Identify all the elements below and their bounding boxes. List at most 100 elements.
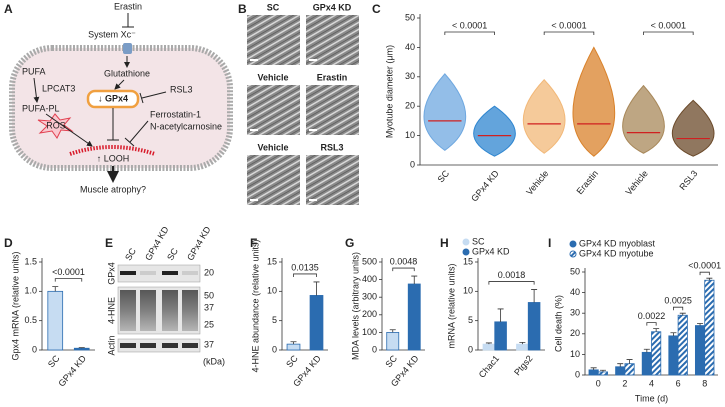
y-axis-label: mRNA (relative units) — [446, 263, 456, 348]
x-tick-label: RSL3 — [677, 168, 699, 192]
y-axis-label: MDA levels (arbitrary units) — [350, 252, 360, 360]
legend-label: SC — [472, 236, 485, 246]
y-tick-label: 0 — [468, 344, 473, 354]
ros-burst — [37, 113, 74, 139]
p-value: <0.0001 — [52, 267, 85, 277]
violin — [622, 84, 665, 154]
unit-label: (kDa) — [203, 356, 225, 366]
error-bar — [599, 369, 606, 372]
p-value: <0.0001 — [688, 261, 721, 271]
violin — [473, 105, 516, 157]
band — [120, 271, 136, 275]
bar — [286, 343, 301, 351]
bar — [597, 371, 609, 376]
marker-label: 20 — [204, 267, 214, 277]
p-value: < 0.0001 — [452, 20, 487, 30]
bar — [641, 351, 652, 376]
panel-letter: C — [372, 2, 381, 16]
sig-bracket — [673, 306, 684, 311]
y-tick-label: 100 — [362, 327, 377, 337]
sig-bracket — [54, 278, 83, 282]
micrograph — [247, 85, 300, 135]
p-value: 0.0022 — [638, 311, 666, 321]
x-tick-label: 0 — [596, 378, 601, 388]
y-tick-label: 50 — [570, 266, 580, 276]
blot-row — [117, 264, 201, 283]
x-tick-label: Ptgs2 — [512, 353, 534, 377]
image-caption: GPx4 KD — [313, 2, 352, 12]
bar — [527, 302, 541, 351]
panel-letter: E — [105, 236, 113, 250]
marker-label: 37 — [204, 339, 214, 349]
band — [140, 343, 156, 348]
y-axis-label: Cell death (%) — [553, 295, 563, 352]
bar — [47, 290, 64, 351]
error-bar — [411, 275, 418, 284]
bar — [73, 347, 90, 351]
violin — [572, 46, 616, 157]
y-tick-label: 20 — [570, 328, 580, 338]
image-caption: Vehicle — [257, 142, 288, 152]
micrograph — [306, 85, 359, 135]
y-tick-label: 300 — [362, 292, 377, 302]
x-tick-label: Vehicle — [524, 168, 550, 197]
p-value: < 0.0001 — [551, 20, 586, 30]
y-tick-label: 5 — [468, 315, 473, 325]
error-bar — [590, 367, 597, 370]
error-bar — [485, 342, 492, 345]
y-tick-label: 10 — [405, 130, 415, 140]
x-tick-label: GPx4 KD — [56, 353, 88, 389]
system-xc: System Xc⁻ — [88, 29, 136, 39]
panel-letter: G — [345, 236, 354, 250]
p-value: 0.0025 — [664, 296, 692, 306]
row-label: GPx4 — [106, 262, 116, 285]
band — [182, 271, 198, 275]
y-axis-label: 4-HNE abundance (relative units) — [250, 239, 260, 372]
y-tick-label: 500 — [362, 256, 377, 266]
bar — [482, 343, 496, 351]
y-tick-label: 0 — [575, 369, 580, 379]
smear — [182, 290, 198, 331]
sig-bracket — [543, 31, 595, 35]
y-tick-label: 10 — [463, 286, 473, 296]
x-tick-label: Vehicle — [624, 168, 650, 197]
error-bar — [531, 289, 538, 303]
bar — [309, 295, 324, 351]
error-bar — [497, 308, 504, 322]
inhibit-line — [129, 120, 149, 143]
panel-letter: D — [4, 236, 13, 250]
lpcat3: LPCAT3 — [42, 83, 75, 93]
sig-bracket — [699, 271, 710, 276]
sig-bracket — [488, 281, 535, 285]
marker-label: 37 — [204, 302, 214, 312]
marker-label: 50 — [204, 290, 214, 300]
y-tick-label: 5 — [272, 315, 277, 325]
lane-label: SC — [165, 246, 180, 262]
y-tick-label: 400 — [362, 274, 377, 284]
y-tick-label: 1.5 — [24, 256, 37, 266]
y-tick-label: 1.0 — [24, 286, 37, 296]
glutathione: Glutathione — [104, 68, 150, 78]
error-bar — [313, 281, 320, 296]
y-tick-label: 30 — [405, 71, 415, 81]
violin — [522, 79, 566, 154]
band — [120, 343, 136, 348]
legend-swatch — [462, 248, 470, 256]
marker-label: 25 — [204, 319, 214, 329]
y-tick-label: 0 — [410, 159, 415, 169]
inhibit-bar — [124, 137, 135, 147]
gpx4-box — [86, 89, 140, 109]
band — [162, 343, 178, 348]
error-bar — [697, 323, 704, 326]
y-tick-label: 0 — [32, 344, 37, 354]
bar — [386, 331, 400, 351]
p-value: < 0.0001 — [651, 20, 686, 30]
error-bar — [706, 277, 713, 281]
x-tick-label: Chac1 — [477, 353, 501, 379]
x-tick-label: SC — [435, 168, 451, 184]
bar — [516, 343, 529, 351]
y-tick-label: 30 — [570, 308, 580, 318]
smear — [140, 290, 156, 331]
atrophy: Muscle atrophy? — [80, 184, 146, 194]
